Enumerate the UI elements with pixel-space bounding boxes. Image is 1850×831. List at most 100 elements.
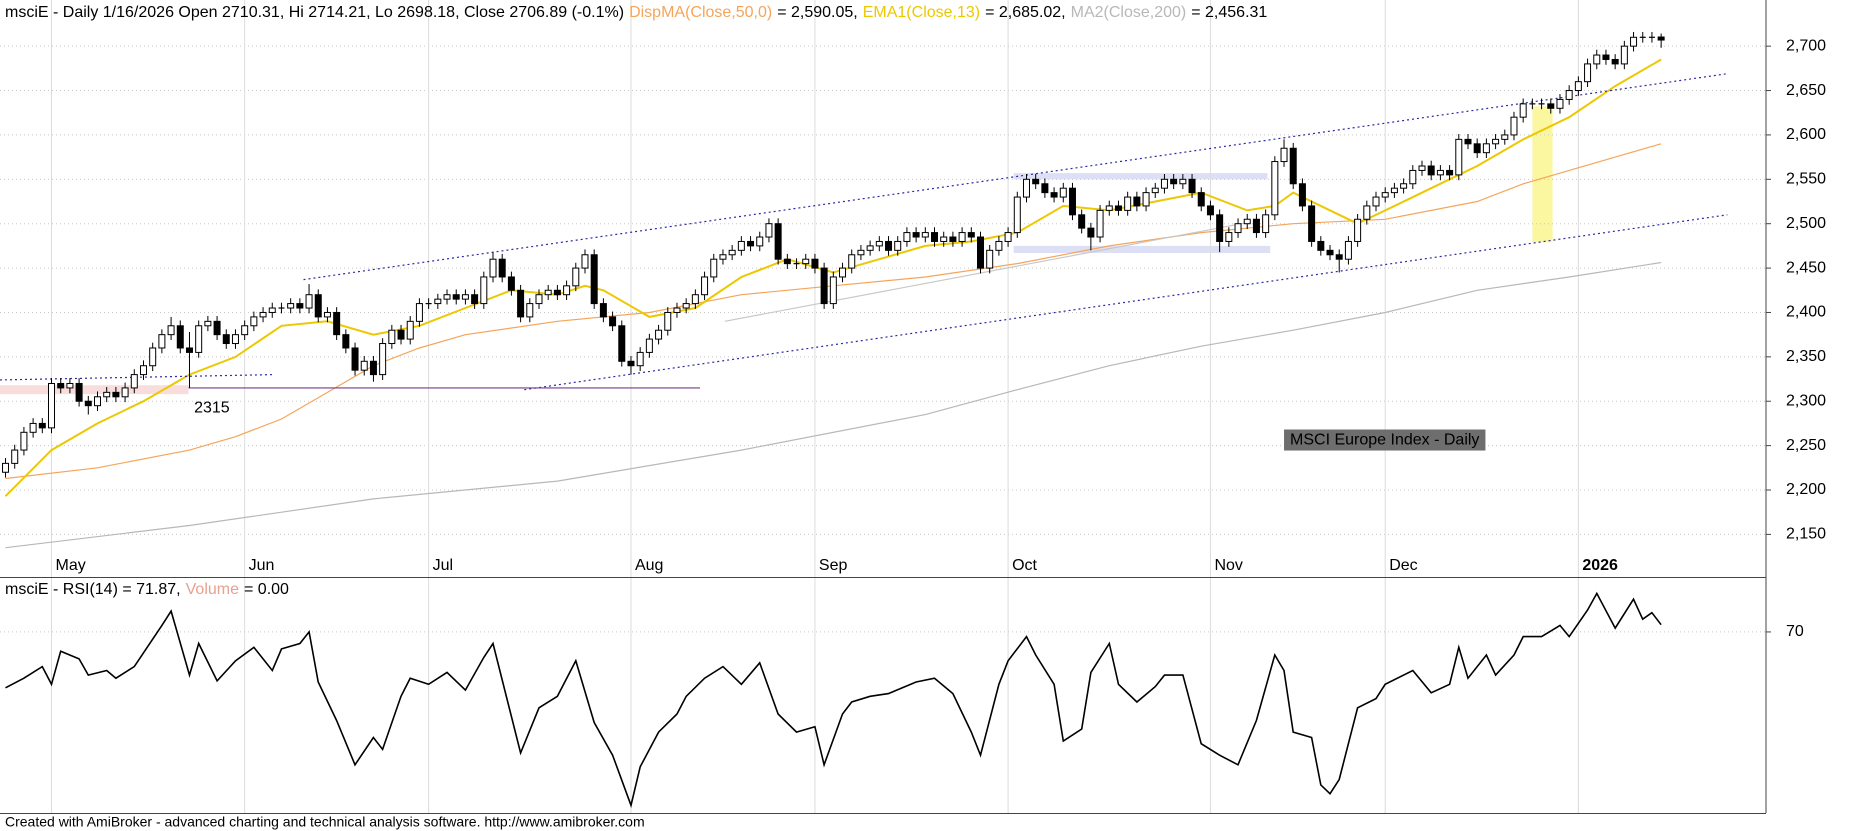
candle-body bbox=[66, 382, 74, 389]
candle-body bbox=[1225, 232, 1233, 242]
candle-body bbox=[351, 347, 359, 371]
y-tick-label: 2,600 bbox=[1786, 126, 1826, 143]
candle-body bbox=[627, 360, 635, 367]
candle-body bbox=[903, 232, 911, 242]
candle-body bbox=[75, 382, 83, 402]
candle-body bbox=[526, 303, 534, 318]
candle-body bbox=[839, 267, 847, 278]
candle-body bbox=[783, 258, 791, 265]
candle-body bbox=[1602, 54, 1610, 60]
candle-body bbox=[103, 391, 111, 398]
candle-body bbox=[1344, 240, 1352, 260]
candle-body bbox=[553, 289, 561, 296]
candle-body bbox=[480, 276, 488, 305]
candle-body bbox=[314, 294, 322, 318]
x-tick-label: Dec bbox=[1389, 557, 1417, 574]
annotation-label: MSCI Europe Index - Daily bbox=[1290, 432, 1479, 449]
y-tick-label: 2,250 bbox=[1786, 437, 1826, 454]
candle-body bbox=[1059, 187, 1067, 198]
candle-body bbox=[471, 294, 479, 305]
candle-body bbox=[544, 289, 552, 296]
candle-body bbox=[1630, 36, 1638, 47]
candle-body bbox=[406, 320, 414, 340]
moving-average-line bbox=[5, 261, 1662, 549]
candle-body bbox=[323, 311, 331, 318]
candle-body bbox=[1022, 178, 1030, 198]
candle-body bbox=[1124, 196, 1132, 211]
candle-body bbox=[1381, 192, 1389, 198]
candle-body bbox=[967, 232, 975, 238]
candle-body bbox=[333, 311, 341, 336]
candle-body bbox=[664, 311, 672, 331]
candle-body bbox=[259, 311, 267, 318]
candle-body bbox=[940, 236, 948, 242]
candle-body bbox=[1308, 205, 1316, 242]
candle-body bbox=[130, 374, 138, 389]
candle-body bbox=[1436, 169, 1444, 176]
legend-value: = 2,456.31 bbox=[1191, 4, 1267, 21]
candle-body bbox=[296, 303, 304, 309]
mark-layer bbox=[2, 31, 1665, 478]
candle-body bbox=[507, 276, 515, 291]
legend-name: Volume bbox=[186, 581, 239, 598]
candle-body bbox=[213, 320, 221, 336]
candle-body bbox=[1280, 147, 1288, 163]
candle-body bbox=[921, 232, 929, 238]
candle-body bbox=[1151, 187, 1159, 194]
candle-body bbox=[765, 223, 773, 238]
candle-body bbox=[774, 223, 782, 260]
candle-body bbox=[1068, 187, 1076, 216]
legend-value: = 2,685.02, bbox=[985, 4, 1066, 21]
candle-body bbox=[655, 329, 663, 340]
candle-body bbox=[241, 325, 249, 336]
candle-body bbox=[1574, 81, 1582, 92]
candle-body bbox=[93, 396, 101, 407]
candle-body bbox=[84, 400, 92, 407]
candle-body bbox=[1547, 103, 1555, 109]
candle-body bbox=[728, 249, 736, 256]
candle-body bbox=[149, 347, 157, 367]
annotation-label: 2315 bbox=[194, 400, 230, 417]
candle-body bbox=[949, 236, 957, 242]
candle-body bbox=[636, 351, 644, 367]
candle-body bbox=[1427, 165, 1435, 176]
candle-body bbox=[875, 240, 883, 247]
candle-body bbox=[250, 316, 258, 327]
candle-body bbox=[342, 334, 350, 349]
candle-body bbox=[1179, 178, 1187, 185]
x-tick-label: May bbox=[56, 557, 86, 574]
highlight-zone bbox=[0, 385, 189, 395]
candle-body bbox=[912, 232, 920, 238]
candle-body bbox=[829, 276, 837, 305]
candle-body bbox=[1078, 214, 1086, 229]
trend-line bbox=[724, 221, 1252, 322]
y-tick-label: 2,650 bbox=[1786, 82, 1826, 99]
y-tick-label: 2,200 bbox=[1786, 481, 1826, 498]
candle-body bbox=[185, 347, 193, 353]
candle-body bbox=[222, 334, 230, 345]
candle-body bbox=[379, 343, 387, 376]
x-tick-label: Nov bbox=[1214, 557, 1242, 574]
highlight-zone bbox=[1532, 106, 1553, 243]
candle-body bbox=[2, 462, 10, 473]
text-layer: 2,150 2,200 2,250 2,300 2,350 2,400 2,450 2,500… bbox=[5, 4, 1826, 640]
x-tick-label: 2026 bbox=[1582, 557, 1618, 574]
moving-average-line bbox=[4, 58, 1662, 497]
candle-body bbox=[572, 267, 580, 287]
candle-body bbox=[452, 294, 460, 300]
x-tick-label: Aug bbox=[635, 557, 663, 574]
candle-body bbox=[139, 365, 147, 376]
chart-title: msciE - Daily 1/16/2026 Open 2710.31, Hi… bbox=[5, 4, 1267, 21]
candle-body bbox=[287, 303, 295, 309]
candle-body bbox=[1482, 143, 1490, 154]
candle-body bbox=[1400, 183, 1408, 189]
candle-body bbox=[397, 329, 405, 340]
highlight-zone bbox=[1013, 245, 1271, 253]
candle-body bbox=[737, 240, 745, 251]
candle-body bbox=[682, 303, 690, 309]
candle-body bbox=[1620, 45, 1628, 65]
candle-body bbox=[995, 240, 1003, 251]
candle-body bbox=[885, 240, 893, 251]
candle-body bbox=[1188, 178, 1196, 194]
candle-body bbox=[195, 325, 203, 353]
